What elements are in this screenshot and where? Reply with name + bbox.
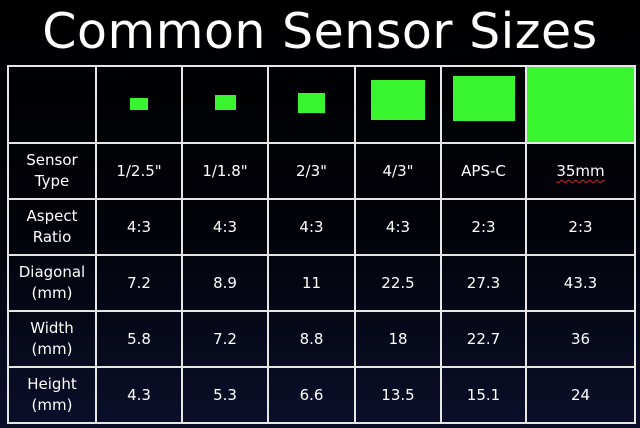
cell-value: 5.3 [213, 386, 237, 404]
cell-value: 22.7 [466, 330, 501, 348]
row-label-line1: Sensor [26, 151, 78, 169]
table-cell: 11 [267, 254, 356, 312]
table-cell: 7.2 [181, 310, 269, 368]
cell-value: 6.6 [299, 386, 324, 404]
cell-value: 11 [301, 274, 322, 292]
table-cell: 1/1.8" [181, 142, 269, 200]
table-cell: 13.5 [354, 366, 442, 424]
sensor-preview-cell [95, 65, 183, 144]
table-cell: 4:3 [95, 198, 183, 256]
cell-value: 27.3 [466, 274, 501, 292]
row-label-line2: Ratio [32, 228, 72, 246]
cell-value: 36 [570, 330, 591, 348]
table-cell: 7.2 [95, 254, 183, 312]
row-label-line1: Width [30, 319, 74, 337]
table-cell: 22.5 [354, 254, 442, 312]
table-cell: 8.9 [181, 254, 269, 312]
row-label-line2: (mm) [31, 396, 73, 414]
cell-value: 13.5 [381, 386, 415, 404]
row-label-line1: Height [27, 375, 77, 393]
row-header: Diagonal (mm) [7, 254, 97, 312]
row-header: Sensor Type [7, 142, 97, 200]
sensor-preview-cell [267, 65, 356, 144]
table-cell: 4:3 [267, 198, 356, 256]
table-cell: 2:3 [525, 198, 636, 256]
cell-value: 22.5 [381, 274, 415, 292]
cell-value: APS-C [461, 162, 506, 180]
table-cell: 43.3 [525, 254, 636, 312]
table-cell: 2:3 [440, 198, 527, 256]
cell-value: 1/1.8" [202, 162, 248, 180]
cell-value: 5.8 [127, 330, 151, 348]
table-cell: 24 [525, 366, 636, 424]
row-label-line2: Type [34, 172, 70, 190]
table-row: Aspect Ratio 4:3 4:3 4:3 4:3 2:3 2:3 [7, 198, 636, 256]
sensor-2-3-preview [298, 92, 325, 113]
row-header: Height (mm) [7, 366, 97, 424]
sensor-preview-row [7, 65, 636, 144]
row-header: Aspect Ratio [7, 198, 97, 256]
cell-value: 1/2.5" [116, 162, 162, 180]
table-row: Width (mm) 5.8 7.2 8.8 18 22.7 36 [7, 310, 636, 368]
table-row: Diagonal (mm) 7.2 8.9 11 22.5 27.3 43.3 [7, 254, 636, 312]
row-label-line1: Diagonal [18, 263, 86, 281]
table-cell: 4:3 [354, 198, 442, 256]
table-cell: 18 [354, 310, 442, 368]
table-cell: 15.1 [440, 366, 527, 424]
empty-corner-cell [7, 65, 97, 144]
cell-value: 15.1 [466, 386, 501, 404]
sensor-35mm-preview [525, 65, 636, 144]
row-label-line2: (mm) [31, 284, 73, 302]
table-cell: 4.3 [95, 366, 183, 424]
table-cell: 36 [525, 310, 636, 368]
table-cell: 4:3 [181, 198, 269, 256]
cell-value: 4:3 [126, 218, 152, 236]
cell-value: 4/3" [382, 162, 414, 180]
sensor-4-3-preview [371, 79, 425, 120]
sensor-aps-c-preview [452, 76, 515, 121]
table-cell: 1/2.5" [95, 142, 183, 200]
cell-value: 7.2 [213, 330, 237, 348]
table-cell: 27.3 [440, 254, 527, 312]
table-cell: 5.8 [95, 310, 183, 368]
slide-title: Common Sensor Sizes [42, 3, 598, 60]
table-row: Sensor Type 1/2.5" 1/1.8" 2/3" 4/3" APS-C 35mm [7, 142, 636, 200]
sensor-preview-cell [181, 65, 269, 144]
table-cell: 4/3" [354, 142, 442, 200]
table-cell: 8.8 [267, 310, 356, 368]
cell-value: 2:3 [471, 218, 496, 236]
sensor-preview-cell [354, 65, 442, 144]
cell-value: 8.8 [299, 330, 324, 348]
cell-value: 18 [388, 330, 408, 348]
row-label-line2: (mm) [31, 340, 73, 358]
sensor-1-1.8-preview [214, 95, 236, 110]
cell-value: 7.2 [127, 274, 151, 292]
cell-value: 35mm [556, 162, 605, 180]
cell-value: 8.9 [213, 274, 237, 292]
table-cell: 5.3 [181, 366, 269, 424]
cell-value: 4:3 [385, 218, 411, 236]
table-cell: 6.6 [267, 366, 356, 424]
row-header: Width (mm) [7, 310, 97, 368]
sensor-preview-cell [440, 65, 527, 144]
sensor-1-2.5-preview [130, 97, 148, 110]
cell-value: 4:3 [299, 218, 324, 236]
cell-value: 2/3" [295, 162, 328, 180]
sensor-size-table: Sensor Type 1/2.5" 1/1.8" 2/3" 4/3" APS-C 35mm A… [7, 65, 636, 424]
cell-value: 2:3 [568, 218, 593, 236]
table-cell: APS-C [440, 142, 527, 200]
cell-value: 24 [570, 386, 591, 404]
row-label-line1: Aspect [26, 207, 78, 225]
table-cell: 2/3" [267, 142, 356, 200]
cell-value: 4:3 [212, 218, 238, 236]
table-cell: 22.7 [440, 310, 527, 368]
cell-value: 4.3 [127, 386, 151, 404]
table-cell: 35mm [525, 142, 636, 200]
cell-value: 43.3 [563, 274, 598, 292]
table-row: Height (mm) 4.3 5.3 6.6 13.5 15.1 24 [7, 366, 636, 424]
